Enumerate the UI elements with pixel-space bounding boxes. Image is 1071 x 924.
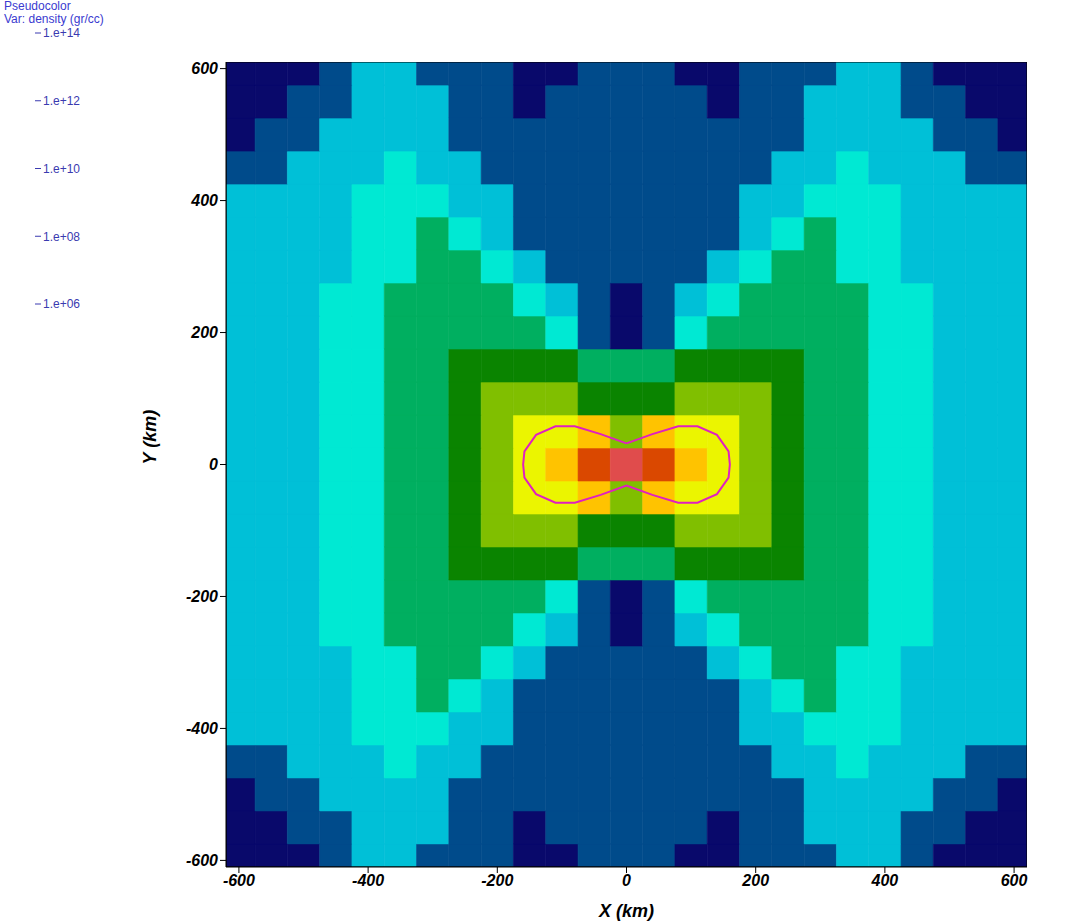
svg-text:-200: -200 bbox=[186, 588, 218, 605]
svg-text:0: 0 bbox=[622, 872, 631, 889]
svg-text:1.e+06: 1.e+06 bbox=[43, 297, 80, 311]
svg-text:1.e+14: 1.e+14 bbox=[43, 26, 80, 40]
svg-text:200: 200 bbox=[190, 324, 218, 341]
svg-text:-200: -200 bbox=[481, 872, 513, 889]
html-text:Var: density (gr/cc): Var: density (gr/cc) bbox=[4, 12, 104, 26]
svg-text:0: 0 bbox=[209, 456, 218, 473]
svg-text:600: 600 bbox=[191, 60, 218, 77]
svg-text:X (km): X (km) bbox=[598, 901, 654, 921]
svg-text:1.e+10: 1.e+10 bbox=[43, 162, 80, 176]
svg-text:Y (km): Y (km) bbox=[140, 410, 160, 465]
svg-text:1.e+08: 1.e+08 bbox=[43, 230, 80, 244]
html-text:Pseudocolor: Pseudocolor bbox=[4, 0, 71, 13]
svg-text:1.e+12: 1.e+12 bbox=[43, 94, 80, 108]
svg-text:-600: -600 bbox=[223, 872, 255, 889]
svg-text:400: 400 bbox=[190, 192, 218, 209]
svg-text:-400: -400 bbox=[352, 872, 384, 889]
svg-text:200: 200 bbox=[741, 872, 769, 889]
svg-text:-600: -600 bbox=[186, 852, 218, 869]
svg-text:600: 600 bbox=[1001, 872, 1028, 889]
svg-text:400: 400 bbox=[871, 872, 899, 889]
svg-text:-400: -400 bbox=[186, 720, 218, 737]
